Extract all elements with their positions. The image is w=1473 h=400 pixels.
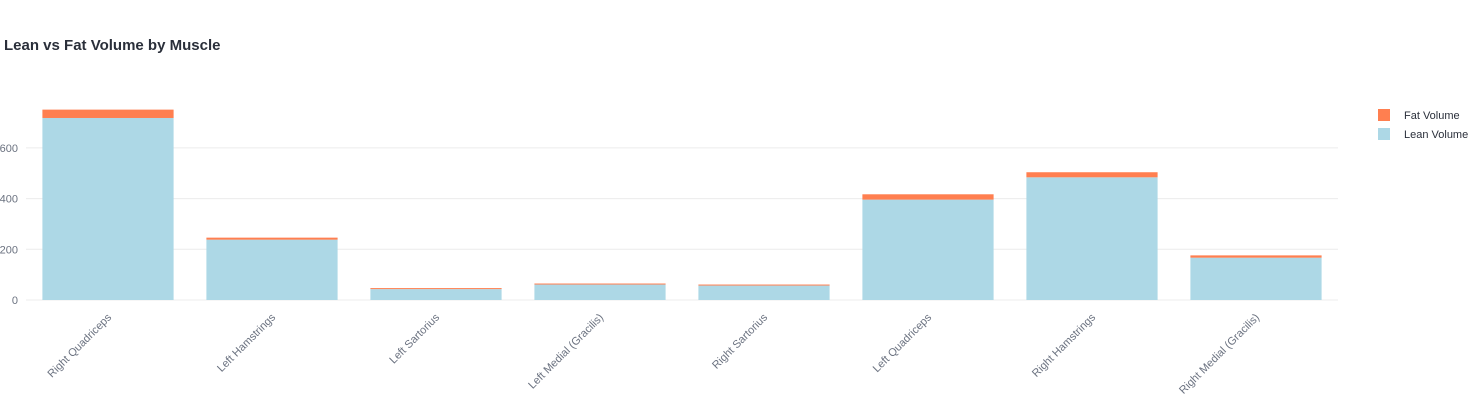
bar-fat-volume-7[interactable] (1190, 255, 1322, 258)
bar-lean-volume-1[interactable] (206, 239, 338, 300)
x-tick-label: Left Medial (Gracilis) (526, 312, 606, 392)
chart-title: Lean vs Fat Volume by Muscle (4, 37, 220, 54)
x-axis-labels: Right Quadriceps Left Hamstrings Left Sart… (46, 311, 1263, 396)
bar-lean-volume-0[interactable] (42, 117, 174, 300)
legend-swatch-fat-volume[interactable] (1378, 109, 1390, 121)
bar-lean-volume-4[interactable] (698, 285, 830, 300)
x-tick-label: Left Hamstrings (215, 311, 278, 374)
y-tick-label: 200 (0, 244, 18, 256)
legend-swatch-lean-volume[interactable] (1378, 128, 1390, 140)
bar-lean-volume-7[interactable] (1190, 257, 1322, 300)
bar-fat-volume-6[interactable] (1026, 172, 1158, 178)
bar-fat-volume-5[interactable] (862, 194, 994, 200)
x-tick-label: Right Sartorius (710, 311, 770, 371)
y-axis-ticks: 0 200 400 600 (0, 143, 18, 307)
legend-label[interactable]: Lean Volume (1404, 129, 1468, 141)
legend-label[interactable]: Fat Volume (1404, 110, 1460, 122)
bar-lean-volume-3[interactable] (534, 284, 666, 300)
x-tick-label: Left Quadriceps (871, 311, 935, 375)
legend[interactable]: Fat Volume Lean Volume (1378, 109, 1468, 141)
y-tick-label: 600 (0, 143, 18, 155)
bar-fat-volume-1[interactable] (206, 237, 338, 240)
x-tick-label: Left Sartorius (387, 311, 442, 366)
bar-fat-volume-3[interactable] (534, 283, 666, 285)
x-tick-label: Right Medial (Gracilis) (1177, 312, 1262, 397)
y-tick-label: 400 (0, 194, 18, 206)
y-tick-label: 0 (12, 295, 18, 307)
x-tick-label: Right Hamstrings (1030, 311, 1098, 379)
x-tick-label: Right Quadriceps (46, 311, 115, 380)
bars (42, 109, 1322, 300)
bar-fat-volume-4[interactable] (698, 284, 830, 286)
bar-lean-volume-2[interactable] (370, 289, 502, 300)
bar-fat-volume-2[interactable] (370, 288, 502, 290)
bar-fat-volume-0[interactable] (42, 109, 174, 118)
bar-lean-volume-5[interactable] (862, 199, 994, 300)
bar-lean-volume-6[interactable] (1026, 177, 1158, 300)
